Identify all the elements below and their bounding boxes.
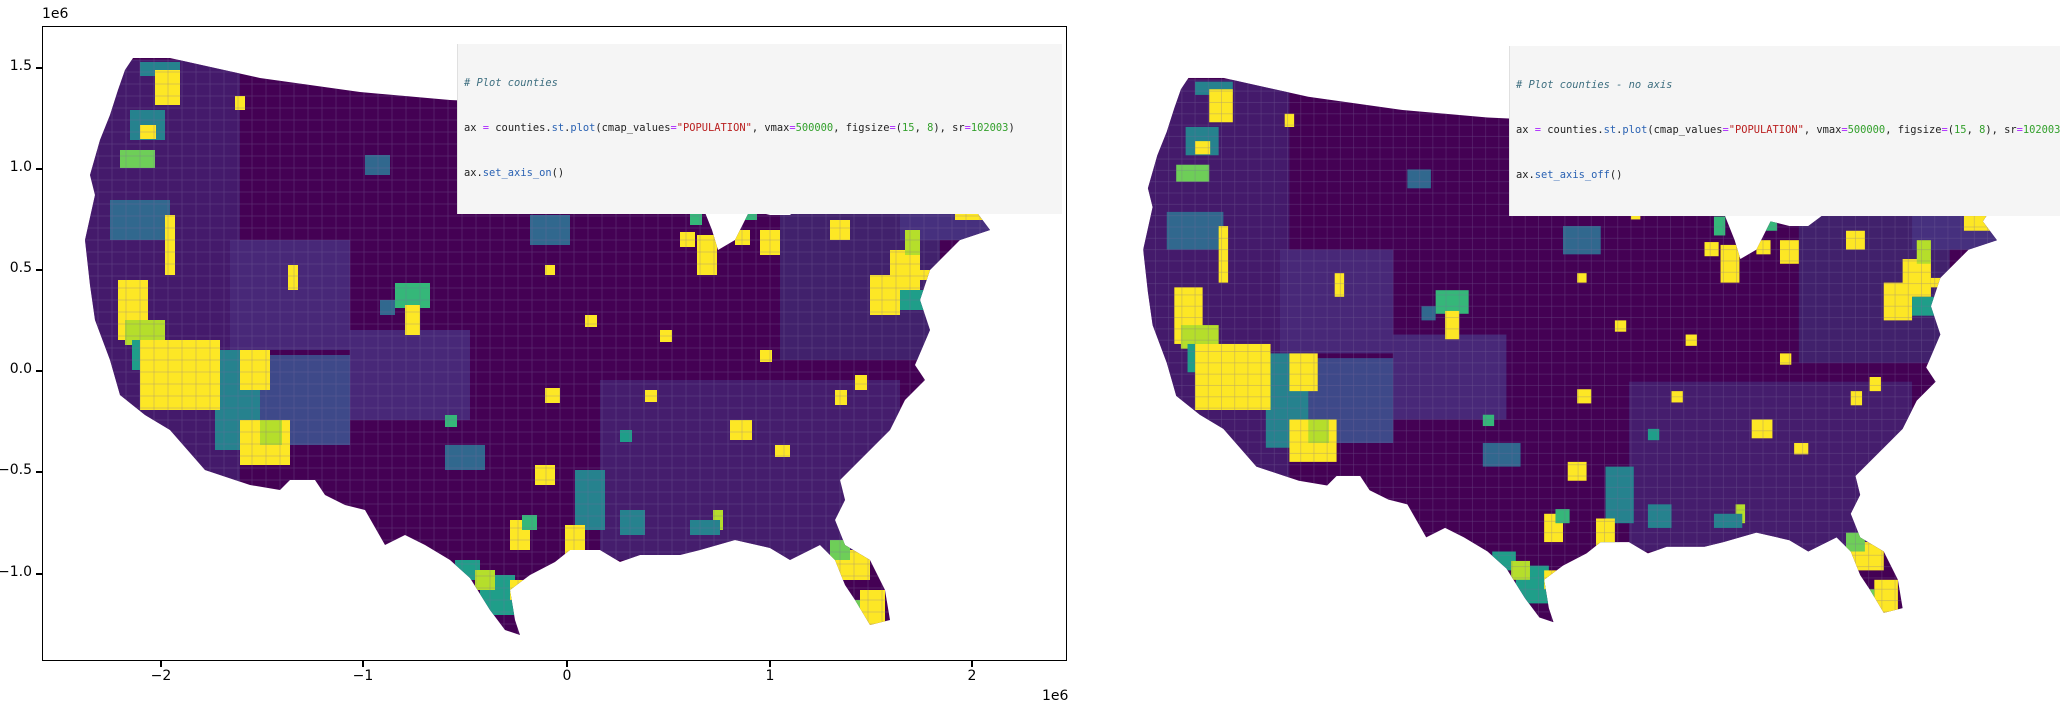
ytick-label: −0.5 — [0, 462, 32, 478]
xtick-label: −1 — [352, 668, 374, 684]
code-line-plot: ax = counties.st.plot(cmap_values="POPUL… — [464, 122, 1015, 134]
ytick-label: −1.0 — [0, 564, 32, 580]
ytick-label: 1.5 — [9, 58, 32, 74]
ytick-label: 1.0 — [9, 159, 32, 175]
x-offset-label: 1e6 — [1042, 688, 1069, 704]
xtick-mark — [971, 661, 973, 667]
code-line-plot: ax = counties.st.plot(cmap_values="POPUL… — [1516, 124, 2060, 136]
xtick-mark — [160, 661, 162, 667]
ytick-mark — [36, 471, 42, 473]
ytick-mark — [36, 573, 42, 575]
code-cell-axis-on: # Plot counties ax = counties.st.plot(cm… — [457, 44, 1062, 214]
xtick-mark — [362, 661, 364, 667]
ytick-mark — [36, 370, 42, 372]
code-comment: # Plot counties — [464, 77, 558, 89]
ytick-label: 0.5 — [9, 260, 32, 276]
ytick-mark — [36, 67, 42, 69]
ytick-mark — [36, 269, 42, 271]
ytick-label: 0.0 — [9, 361, 32, 377]
code-line-axis: ax.set_axis_off() — [1516, 169, 1623, 181]
xtick-mark — [769, 661, 771, 667]
axes-frame — [42, 26, 1067, 661]
y-offset-label: 1e6 — [42, 6, 69, 22]
code-comment: # Plot counties - no axis — [1516, 79, 1673, 91]
code-line-axis: ax.set_axis_on() — [464, 167, 565, 179]
xtick-label: 0 — [562, 668, 572, 684]
code-cell-axis-off: # Plot counties - no axis ax = counties.… — [1509, 46, 2060, 216]
xtick-label: −2 — [150, 668, 172, 684]
xtick-label: 1 — [765, 668, 775, 684]
xtick-mark — [566, 661, 568, 667]
ytick-mark — [36, 168, 42, 170]
xtick-label: 2 — [967, 668, 977, 684]
